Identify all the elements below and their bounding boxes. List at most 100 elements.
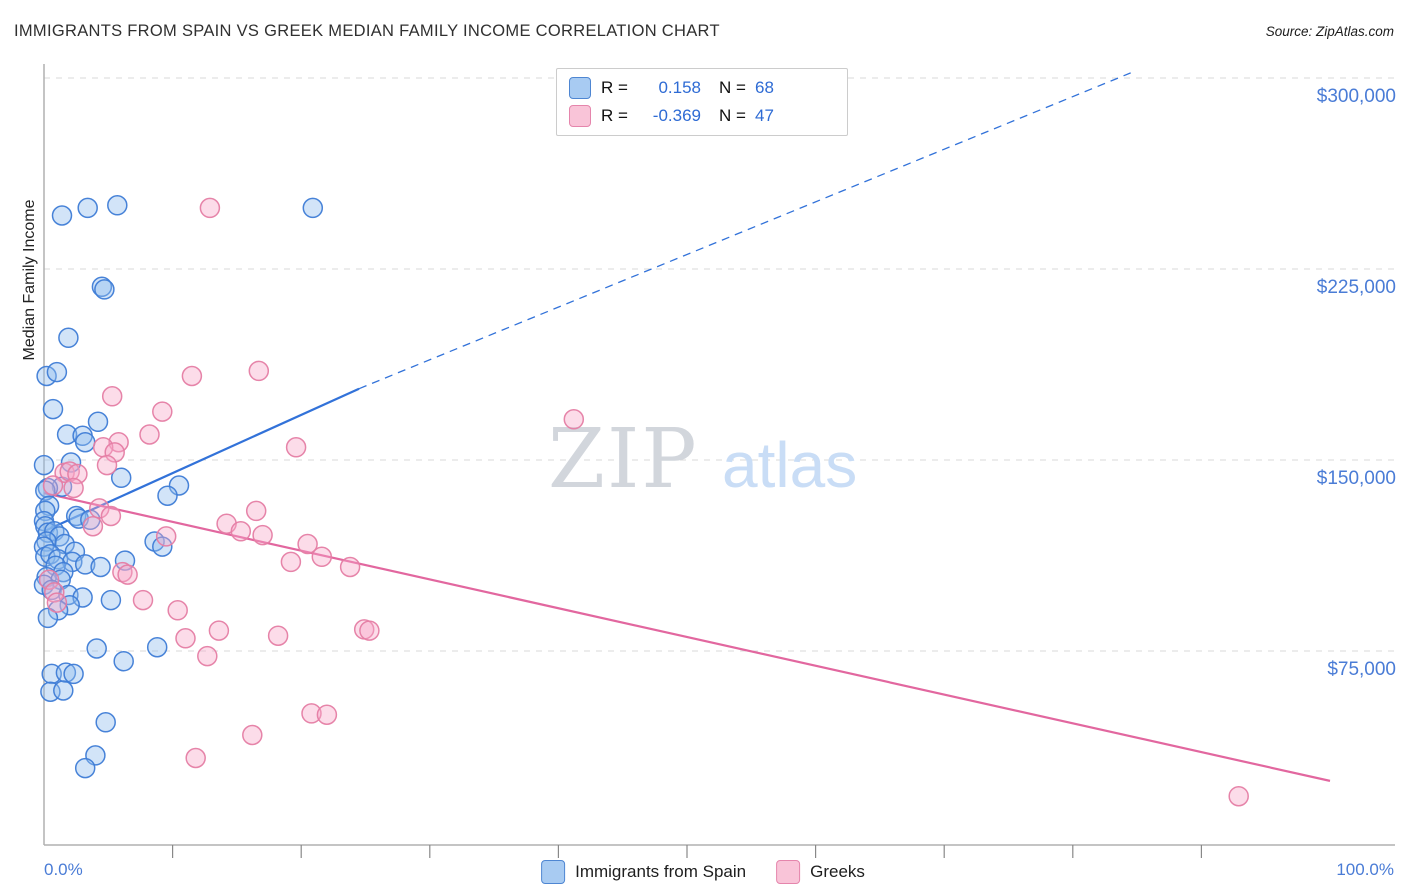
scatter-point-greeks[interactable] <box>117 564 138 585</box>
r-value-greeks: -0.369 <box>652 106 701 125</box>
scatter-point-greeks[interactable] <box>152 401 173 422</box>
scatter-point-greeks[interactable] <box>285 437 307 458</box>
legend-item-spain[interactable]: Immigrants from Spain <box>541 860 746 884</box>
legend-item-greeks[interactable]: Greeks <box>776 860 865 884</box>
chart-title: IMMIGRANTS FROM SPAIN VS GREEK MEDIAN FA… <box>14 22 720 40</box>
scatter-point-spain[interactable] <box>54 533 75 555</box>
scatter-point-spain[interactable] <box>37 607 59 629</box>
y-tick-150000: $150,000 <box>1316 468 1396 489</box>
scatter-point-greeks[interactable] <box>301 703 322 724</box>
scatter-point-greeks[interactable] <box>175 628 196 649</box>
scatter-point-spain[interactable] <box>36 365 57 387</box>
legend-item-label: Greeks <box>810 862 865 881</box>
trend-line-greeks <box>43 492 1331 782</box>
r-label: R = <box>601 106 628 125</box>
scatter-point-spain[interactable] <box>74 757 96 779</box>
scatter-point-spain[interactable] <box>42 398 64 420</box>
scatter-point-greeks[interactable] <box>63 477 84 499</box>
scatter-point-spain[interactable] <box>33 454 55 476</box>
scatter-point-greeks[interactable] <box>101 386 123 407</box>
scatter-point-greeks[interactable] <box>230 521 252 542</box>
scatter-point-greeks[interactable] <box>267 625 289 646</box>
scatter-point-spain[interactable] <box>90 556 111 578</box>
scatter-point-greeks[interactable] <box>311 546 333 568</box>
y-tick-225000: $225,000 <box>1316 277 1396 298</box>
scatter-point-greeks[interactable] <box>197 645 218 667</box>
scatter-point-greeks[interactable] <box>82 515 104 537</box>
scatter-point-greeks[interactable] <box>89 498 110 519</box>
scatter-point-greeks[interactable] <box>297 533 318 555</box>
scatter-point-spain[interactable] <box>63 663 84 685</box>
scatter-point-spain[interactable] <box>74 554 96 575</box>
correlation-legend-box: R = 0.158 N = 68 R = -0.369 N = 47 <box>556 68 848 136</box>
scatter-point-spain[interactable] <box>302 197 324 219</box>
legend-row-spain: R = 0.158 N = 68 <box>569 77 835 99</box>
scatter-point-spain[interactable] <box>168 475 190 496</box>
scatter-point-spain[interactable] <box>72 587 93 608</box>
scatter-point-spain[interactable] <box>87 411 109 433</box>
legend-item-label: Immigrants from Spain <box>575 862 747 881</box>
n-value-spain: 68 <box>755 78 774 97</box>
scatter-point-greeks[interactable] <box>208 620 230 641</box>
scatter-point-greeks[interactable] <box>316 704 338 725</box>
scatter-point-spain[interactable] <box>51 205 73 226</box>
scatter-point-spain[interactable] <box>46 361 68 383</box>
scatter-point-greeks[interactable] <box>42 475 64 496</box>
legend-row-greeks: R = -0.369 N = 47 <box>569 105 835 127</box>
n-label: N = <box>719 106 746 125</box>
scatter-point-greeks[interactable] <box>242 724 263 746</box>
scatter-point-spain[interactable] <box>110 467 132 489</box>
y-tick-300000: $300,000 <box>1316 86 1396 107</box>
scatter-point-spain[interactable] <box>86 638 107 659</box>
scatter-point-spain[interactable] <box>74 431 96 453</box>
scatter-point-spain[interactable] <box>77 197 98 219</box>
r-label: R = <box>601 78 628 97</box>
scatter-point-greeks[interactable] <box>167 600 188 621</box>
scatter-point-greeks[interactable] <box>46 592 68 613</box>
scatter-point-greeks[interactable] <box>38 569 60 590</box>
watermark-atlas: atlas <box>722 429 857 501</box>
scatter-point-greeks[interactable] <box>185 747 206 769</box>
y-tick-75000: $75,000 <box>1327 659 1396 680</box>
scatter-point-spain[interactable] <box>59 594 80 616</box>
scatter-point-greeks[interactable] <box>199 197 221 219</box>
scatter-point-greeks[interactable] <box>563 409 585 430</box>
spain-swatch-icon <box>569 77 591 99</box>
scatter-point-greeks[interactable] <box>132 589 154 611</box>
scatter-point-greeks[interactable] <box>96 454 118 476</box>
scatter-point-greeks[interactable] <box>104 442 125 463</box>
scatter-point-spain[interactable] <box>146 636 168 658</box>
scatter-point-spain[interactable] <box>100 589 122 611</box>
n-value-greeks: 47 <box>755 106 774 125</box>
spain-swatch-icon <box>541 860 566 884</box>
scatter-point-greeks[interactable] <box>359 620 380 641</box>
scatter-point-spain[interactable] <box>58 327 79 349</box>
scatter-point-greeks[interactable] <box>155 526 177 547</box>
scatter-point-spain[interactable] <box>91 276 113 298</box>
scatter-point-greeks[interactable] <box>100 505 122 527</box>
scatter-point-greeks[interactable] <box>1228 785 1249 807</box>
scatter-point-spain[interactable] <box>95 712 116 733</box>
trend-line-spain <box>43 387 360 533</box>
scatter-point-spain[interactable] <box>157 485 178 506</box>
scatter-point-spain[interactable] <box>53 680 74 701</box>
scatter-point-greeks[interactable] <box>252 524 273 546</box>
n-label: N = <box>719 78 746 97</box>
scatter-point-spain[interactable] <box>35 500 56 522</box>
scatter-point-spain[interactable] <box>107 195 128 216</box>
scatter-point-greeks[interactable] <box>339 556 361 578</box>
scatter-point-spain[interactable] <box>113 650 134 672</box>
scatter-point-greeks[interactable] <box>59 461 80 482</box>
scatter-point-spain[interactable] <box>56 424 78 445</box>
scatter-point-spain[interactable] <box>94 279 115 300</box>
r-value-spain: 0.158 <box>658 78 701 97</box>
greeks-swatch-icon <box>776 860 801 884</box>
scatter-point-greeks[interactable] <box>181 365 203 387</box>
scatter-point-greeks[interactable] <box>280 551 302 573</box>
scatter-point-greeks[interactable] <box>139 424 160 445</box>
scatter-point-greeks[interactable] <box>245 500 267 522</box>
scatter-point-greeks[interactable] <box>248 360 270 382</box>
series-legend: Immigrants from Spain Greeks <box>541 860 865 884</box>
